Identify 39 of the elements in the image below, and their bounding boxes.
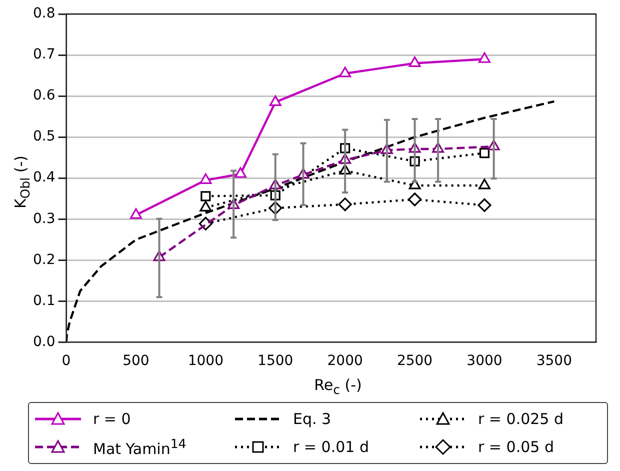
point <box>130 208 142 219</box>
legend-label: r = 0.05 d <box>478 438 554 456</box>
x-tick-label: 3500 <box>536 353 572 370</box>
point <box>269 95 282 106</box>
legend-label: r = 0 <box>93 410 131 428</box>
line-series <box>66 100 556 342</box>
point <box>338 198 352 212</box>
point <box>339 66 352 78</box>
y-tick-label: 0.4 <box>33 170 56 186</box>
point <box>200 191 211 202</box>
y-tick-label: 0.1 <box>33 292 56 309</box>
point <box>234 167 247 178</box>
x-tick-label: 3000 <box>466 353 502 370</box>
x-tick-label: 1500 <box>258 353 294 370</box>
point <box>200 173 212 184</box>
y-tick-label: 0.8 <box>33 6 56 22</box>
y-tick-label: 0.5 <box>33 128 56 145</box>
x-tick-label: 2500 <box>396 353 433 370</box>
legend-label: r = 0.025 d <box>478 410 564 428</box>
y-tick-label: 0.2 <box>33 252 56 268</box>
point <box>478 52 490 63</box>
point <box>479 148 490 158</box>
x-tick-label: 0 <box>62 353 71 370</box>
y-tick-label: 0.0 <box>33 334 56 350</box>
legend-label: Eq. 3 <box>293 410 332 428</box>
x-tick-label: 500 <box>122 353 150 370</box>
y-tick-label: 0.3 <box>33 210 56 227</box>
x-axis-title: Re$_{c}$ (-) <box>314 376 362 397</box>
point <box>478 198 492 212</box>
point <box>478 178 490 190</box>
point <box>408 192 422 206</box>
y-tick-label: 0.7 <box>33 46 56 63</box>
x-tick-label: 1000 <box>188 353 224 370</box>
legend-label: Mat Yamin$^{14}$ <box>93 436 186 458</box>
point <box>408 56 421 68</box>
y-tick-label: 0.6 <box>33 88 56 104</box>
x-tick-label: 2000 <box>327 353 363 370</box>
point <box>200 200 212 212</box>
legend-label: r = 0.01 d <box>293 438 369 456</box>
